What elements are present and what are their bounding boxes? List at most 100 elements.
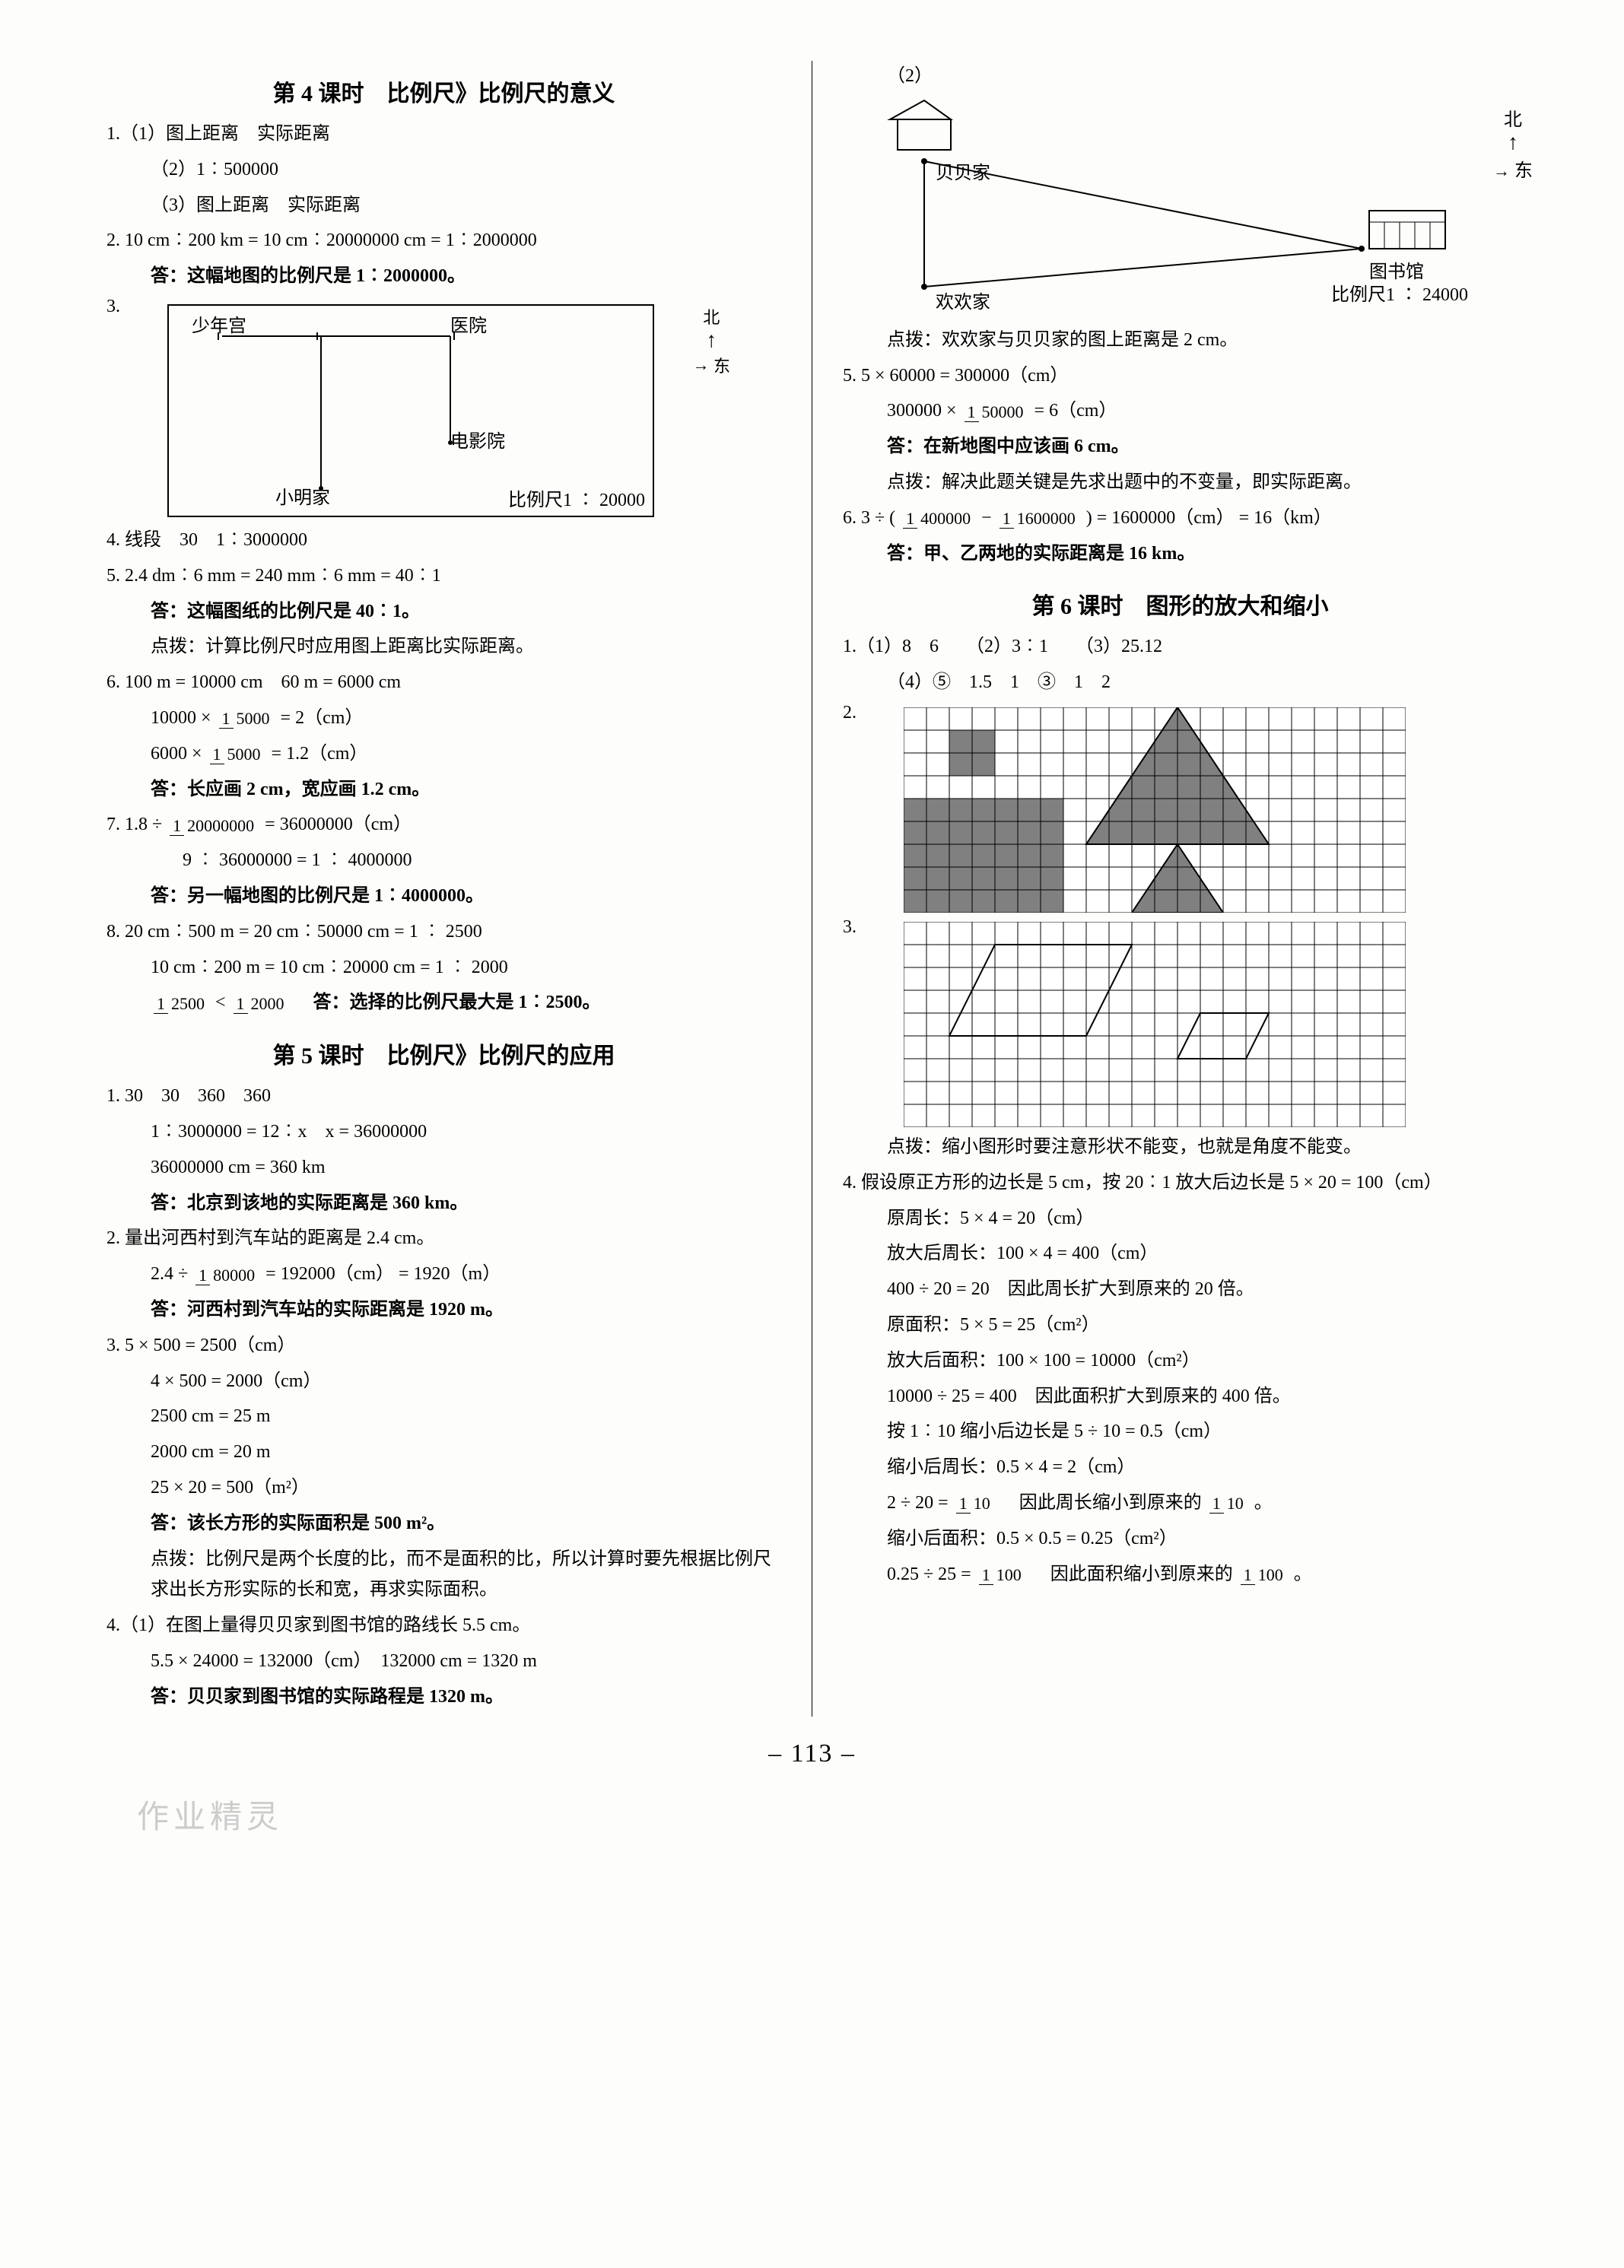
fraction-icon: 110 (956, 1495, 993, 1512)
l6-q4-c: 放大后周长：100 × 4 = 400（cm） (887, 1238, 1518, 1269)
l5-q4-ans: 答：贝贝家到图书馆的实际路程是 1320 m。 (151, 1682, 781, 1713)
q3-svg (176, 313, 648, 511)
q6-c-post: = 1.2（cm） (272, 744, 368, 764)
l5-q3-tip: 点拨：比例尺是两个长度的比，而不是面积的比，所以计算时要先根据比例尺求出长方形实… (151, 1544, 781, 1606)
watermark: 作业精灵 (137, 1791, 1518, 1838)
l6-q4-f: 放大后面积：100 × 100 = 10000（cm²） (887, 1345, 1518, 1377)
l5-q2-post: = 192000（cm） = 1920（m） (265, 1264, 501, 1284)
r-q6-post: ) = 1600000（cm） = 16（km） (1086, 508, 1332, 528)
l5-q1-c: 36000000 cm = 360 km (151, 1152, 781, 1183)
grid2-figure (904, 707, 1406, 913)
q6-c-pre: 6000 × (151, 744, 207, 764)
q1-1: 1.（1）图上距离 实际距离 (106, 119, 781, 150)
l6-q4-j-pre: 2 ÷ 20 = (887, 1493, 953, 1513)
l6-q4-h: 按 1︰10 缩小后边长是 5 ÷ 10 = 0.5（cm） (887, 1416, 1518, 1447)
q5-tip: 点拨：计算比例尺时应用图上距离比实际距离。 (151, 631, 781, 662)
q6-a: 6. 100 m = 10000 cm 60 m = 6000 cm (106, 667, 781, 698)
l5-q1-b: 1︰3000000 = 12︰x x = 36000000 (151, 1117, 781, 1148)
q6-c: 6000 × 15000 = 1.2（cm） (151, 739, 781, 770)
l6-q4-l-pre: 0.25 ÷ 25 = (887, 1564, 976, 1584)
l6-q1-1: 1.（1）8 6 （2）3︰1 （3）25.12 (843, 631, 1518, 662)
l5-q3-c: 2500 cm = 25 m (151, 1401, 781, 1432)
node-beibei: 贝贝家 (936, 157, 990, 184)
q8-c: 12500 < 12000 答：选择的比例尺最大是 1︰2500。 (151, 987, 781, 1018)
compass-icon: 北 → 东 (692, 304, 730, 377)
l6-q4-k: 缩小后面积：0.5 × 0.5 = 0.25（cm²） (887, 1523, 1518, 1555)
fraction-icon: 15000 (210, 746, 264, 763)
q8-b: 10 cm︰200 m = 10 cm︰20000 cm = 1 ︰ 2000 (151, 952, 781, 983)
node-home: 小明家 (275, 482, 330, 509)
grid3-figure (904, 922, 1406, 1127)
r-q6-pre: 6. 3 ÷ ( (843, 508, 900, 528)
q4-2-diagram: 贝贝家 欢欢家 图书馆 比例尺1 ∶ 24000 北 ↑ → 东 (875, 97, 1518, 325)
page-number: – 113 – (106, 1739, 1518, 1768)
q5-a: 5. 2.4 dm︰6 mm = 240 mm︰6 mm = 40︰1 (106, 561, 781, 592)
fraction-icon: 1100 (1241, 1567, 1286, 1583)
q8-a: 8. 20 cm︰500 m = 20 cm︰50000 cm = 1 ︰ 25… (106, 916, 781, 948)
lesson4-title: 第 4 课时 比例尺》比例尺的意义 (106, 75, 781, 108)
l5-q3-e: 25 × 20 = 500（m²） (151, 1472, 781, 1504)
l6-q4-j: 2 ÷ 20 = 110 因此周长缩小到原来的 110 。 (887, 1488, 1518, 1519)
compass-n: 北 (1493, 104, 1533, 131)
l5-q2-a: 2. 量出河西村到汽车站的距离是 2.4 cm。 (106, 1223, 781, 1254)
l6-q2-label: 2. (843, 703, 872, 723)
compass-icon: 北 ↑ → 东 (1493, 104, 1533, 182)
q7-b: 9 ︰ 36000000 = 1 ︰ 4000000 (183, 845, 781, 876)
r-q5-a: 5. 5 × 60000 = 300000（cm） (843, 361, 1518, 392)
q4-2-label: （2） (887, 61, 1518, 92)
q1-2: （2）1︰500000 (151, 154, 781, 186)
fraction-icon: 110 (1209, 1495, 1247, 1512)
page: 第 4 课时 比例尺》比例尺的意义 1.（1）图上距离 实际距离 （2）1︰50… (106, 61, 1518, 1717)
compass-e: 东 (713, 353, 730, 377)
q2-ans: 答：这幅地图的比例尺是 1︰2000000。 (151, 261, 781, 292)
q5-ans-text: 答：这幅图纸的比例尺是 40︰1。 (151, 602, 420, 621)
l6-q4-e: 原面积：5 × 5 = 25（cm²） (887, 1310, 1518, 1341)
l6-q4-l: 0.25 ÷ 25 = 1100 因此面积缩小到原来的 1100 。 (887, 1559, 1518, 1590)
answer-label: 答：这幅地图的比例尺是 1︰2000000。 (151, 266, 466, 286)
q6-b-pre: 10000 × (151, 708, 216, 728)
l5-q4-ans-text: 答：贝贝家到图书馆的实际路程是 1320 m。 (151, 1687, 504, 1707)
q5-ans: 答：这幅图纸的比例尺是 40︰1。 (151, 596, 781, 627)
q7-a-post: = 36000000（cm） (265, 815, 412, 834)
l6-q3-label: 3. (843, 917, 872, 938)
l6-q4-d: 400 ÷ 20 = 20 因此周长扩大到原来的 20 倍。 (887, 1274, 1518, 1305)
lesson6-title: 第 6 课时 图形的放大和缩小 (843, 587, 1518, 621)
q3-label: 3. (106, 297, 135, 317)
arrow-up-icon (692, 329, 730, 353)
fraction-icon: 15000 (219, 710, 273, 727)
compass-e: 东 (1514, 161, 1533, 181)
l6-q4-a: 4. 假设原正方形的边长是 5 cm，按 20︰1 放大后边长是 5 × 20 … (843, 1167, 1518, 1199)
q1-3: （3）图上距离 实际距离 (151, 190, 781, 221)
q7-a-pre: 7. 1.8 ÷ (106, 815, 167, 834)
node-cinema: 电影院 (450, 426, 505, 453)
l5-q3-ans-text: 答：该长方形的实际面积是 500 m²。 (151, 1514, 445, 1533)
q6-b: 10000 × 15000 = 2（cm） (151, 703, 781, 734)
node-palace: 少年宫 (192, 310, 246, 337)
r-q5-tip: 点拨：解决此题关键是先求出题中的不变量，即实际距离。 (887, 467, 1518, 498)
lesson5-title: 第 5 课时 比例尺》比例尺的应用 (106, 1037, 781, 1070)
l5-q3-b: 4 × 500 = 2000（cm） (151, 1366, 781, 1397)
fraction-icon: 12500 (154, 996, 208, 1012)
l6-q4-i: 缩小后周长：0.5 × 4 = 2（cm） (887, 1452, 1518, 1483)
fraction-icon: 150000 (965, 404, 1027, 421)
l6-q1-2: （4）⑤ 1.5 1 ③ 1 2 (887, 667, 1518, 698)
l5-q4-b: 5.5 × 24000 = 132000（cm） 132000 cm = 132… (151, 1646, 781, 1677)
r-q5-pre: 300000 × (887, 401, 961, 421)
l5-q3-ans: 答：该长方形的实际面积是 500 m²。 (151, 1508, 781, 1539)
l5-q3-d: 2000 cm = 20 m (151, 1437, 781, 1468)
l5-q1-ans: 答：北京到该地的实际距离是 360 km。 (151, 1188, 781, 1219)
l6-q3-tip: 点拨：缩小图形时要注意形状不能变，也就是角度不能变。 (887, 1132, 1518, 1163)
l6-q4-j-mid: 因此周长缩小到原来的 (1001, 1493, 1202, 1513)
right-column: （2） 贝贝家 欢欢家 (843, 61, 1518, 1717)
l5-q2-ans-text: 答：河西村到汽车站的实际距离是 1920 m。 (151, 1300, 504, 1320)
q4-2-scale: 比例尺1 ∶ 24000 (1331, 279, 1468, 306)
l5-q1-a: 1. 30 30 360 360 (106, 1081, 781, 1112)
r-q5-b: 300000 × 150000 = 6（cm） (887, 395, 1518, 427)
fraction-icon: 180000 (195, 1267, 258, 1284)
l5-q2-pre: 2.4 ÷ (151, 1264, 192, 1284)
fraction-icon: 1400000 (903, 510, 974, 527)
r-q6-mid: − (981, 508, 996, 528)
q7-ans: 答：另一幅地图的比例尺是 1︰4000000。 (151, 881, 781, 912)
l5-q3-a: 3. 5 × 500 = 2500（cm） (106, 1330, 781, 1361)
node-huanhuan: 欢欢家 (936, 287, 990, 313)
